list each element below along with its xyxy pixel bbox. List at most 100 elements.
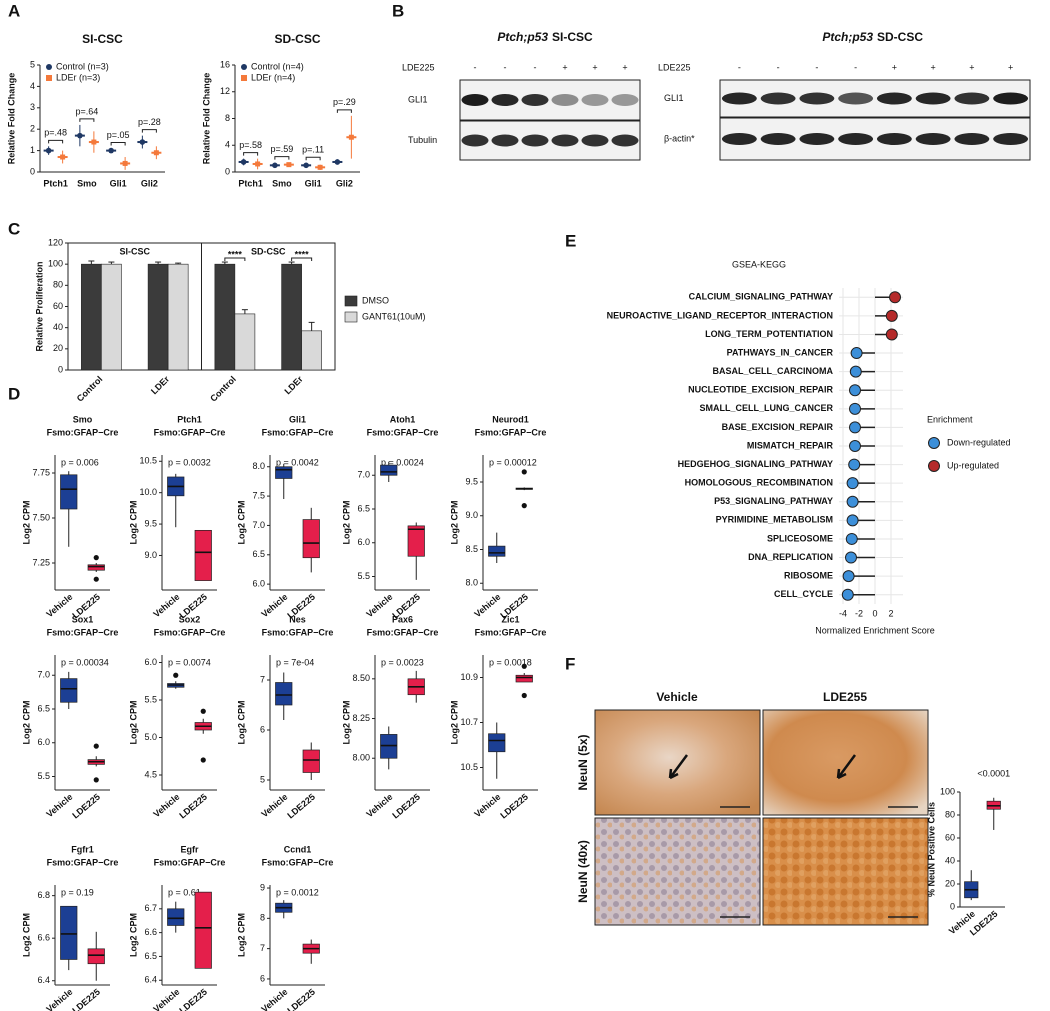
lane-sign: + <box>969 62 974 72</box>
band <box>799 133 835 145</box>
y-tick-label: MISMATCH_REPAIR <box>747 440 834 450</box>
x-tick-label: LDE225 <box>177 792 209 821</box>
y-tick-label: 7 <box>260 943 265 953</box>
band <box>721 133 757 145</box>
y-tick-label: 5.5 <box>37 771 50 781</box>
band <box>838 92 874 105</box>
y-tick-label: 8 <box>225 113 230 123</box>
blot-title: Ptch;p53 <box>822 30 873 44</box>
y-tick-label: 6.5 <box>144 951 157 961</box>
x-tick-label: Vehicle <box>472 792 502 820</box>
x-tick-label: Vehicle <box>151 792 181 820</box>
y-tick-label: 8.00 <box>352 753 370 763</box>
y-tick-label: 2 <box>30 124 35 134</box>
x-tick-label: Smo <box>77 178 97 188</box>
annotation: **** <box>295 249 310 259</box>
chart-subtitle: Fsmo:GFAP−Cre <box>262 627 334 637</box>
box <box>87 948 105 965</box>
band <box>838 133 874 145</box>
annotation: p = 0.0024 <box>381 457 424 467</box>
y-tick-label: 6.4 <box>37 975 50 985</box>
mean-marker <box>77 132 83 139</box>
box <box>488 733 506 753</box>
chart-subtitle: Fsmo:GFAP−Cre <box>262 857 334 867</box>
y-tick-label: 0 <box>225 166 230 176</box>
mean-marker <box>122 160 128 166</box>
chart-title: Fgfr1 <box>71 844 94 854</box>
treatment-label: LDE225 <box>402 62 435 72</box>
point <box>885 328 898 341</box>
x-tick-label: LDEr <box>282 374 305 397</box>
blot-title: SD-CSC <box>877 30 923 44</box>
outlier <box>521 692 527 699</box>
y-tick-label: 0 <box>950 901 955 911</box>
annotation: **** <box>228 249 243 259</box>
lane-sign: - <box>474 62 477 72</box>
y-tick-label: 7.50 <box>32 512 50 522</box>
mean-marker <box>240 159 247 165</box>
x-tick-label: Gli1 <box>110 178 127 188</box>
legend-label: LDEr (n=4) <box>251 72 295 82</box>
arrow <box>836 754 857 780</box>
panel-label: F <box>565 654 575 673</box>
band <box>954 133 990 145</box>
y-tick-label: 6.0 <box>252 579 265 589</box>
annotation: p=.64 <box>75 106 98 116</box>
y-tick-label: 6.6 <box>37 933 50 943</box>
micrograph <box>594 817 761 926</box>
y-tick-label: BASE_EXCISION_REPAIR <box>722 422 834 432</box>
legend-marker <box>46 64 52 70</box>
annotation: p = 0.0042 <box>276 457 319 467</box>
y-tick-label: 8.5 <box>465 544 478 554</box>
chart-subtitle: Fsmo:GFAP−Cre <box>154 627 226 637</box>
y-tick-label: SPLICEOSOME <box>767 533 833 543</box>
y-tick-label: 9.5 <box>144 518 157 528</box>
chart-subtitle: Fsmo:GFAP−Cre <box>475 427 547 437</box>
y-tick-label: 3 <box>30 102 35 112</box>
y-tick-label: 6.8 <box>37 890 50 900</box>
chart-title: Ccnd1 <box>284 844 312 854</box>
y-axis-label: % NeuN Positive Cells <box>926 802 936 897</box>
x-tick-label: Smo <box>272 178 292 188</box>
y-axis-label: Log2 CPM <box>236 913 246 957</box>
outlier <box>93 555 99 561</box>
annotation: p = 0.0032 <box>168 457 211 467</box>
outlier <box>200 757 206 763</box>
lane-sign: - <box>854 62 857 72</box>
bar <box>167 263 189 371</box>
legend-marker <box>241 75 247 81</box>
band <box>551 94 579 106</box>
annotation: p = 0.19 <box>61 887 94 897</box>
chart-title: Gli1 <box>289 414 306 424</box>
annotation: p = 0.0074 <box>168 657 211 667</box>
y-tick-label: 80 <box>53 280 63 290</box>
legend-label: Up-regulated <box>947 460 999 470</box>
lane-sign: + <box>1008 62 1013 72</box>
y-tick-label: 12 <box>220 86 230 96</box>
x-tick-label: Gli2 <box>336 178 353 188</box>
lane-sign: - <box>777 62 780 72</box>
box <box>488 545 506 557</box>
bracket <box>224 257 246 262</box>
chart-title: Sox2 <box>179 614 201 624</box>
y-tick-label: 10.9 <box>460 672 478 682</box>
y-tick-label: 60 <box>53 301 63 311</box>
chart-title: Egfr <box>181 844 199 854</box>
y-tick-label: 20 <box>53 343 63 353</box>
y-tick-label: DNA_REPLICATION <box>748 552 833 562</box>
bracket <box>336 109 352 113</box>
y-axis-label: Log2 CPM <box>128 913 138 957</box>
x-tick-label: Vehicle <box>364 792 394 820</box>
y-tick-label: 0 <box>30 166 35 176</box>
x-tick-label: 2 <box>888 608 893 618</box>
legend-marker <box>344 311 358 323</box>
x-tick-label: LDE225 <box>285 792 317 821</box>
y-tick-label: 60 <box>945 832 955 842</box>
annotation: p = 0.0012 <box>276 887 319 897</box>
x-tick-label: Vehicle <box>44 592 74 620</box>
y-tick-label: 6.4 <box>144 975 157 985</box>
y-axis-label: Log2 CPM <box>449 701 459 745</box>
chart-subtitle: Fsmo:GFAP−Cre <box>47 427 119 437</box>
box <box>380 464 398 476</box>
point <box>849 421 861 434</box>
